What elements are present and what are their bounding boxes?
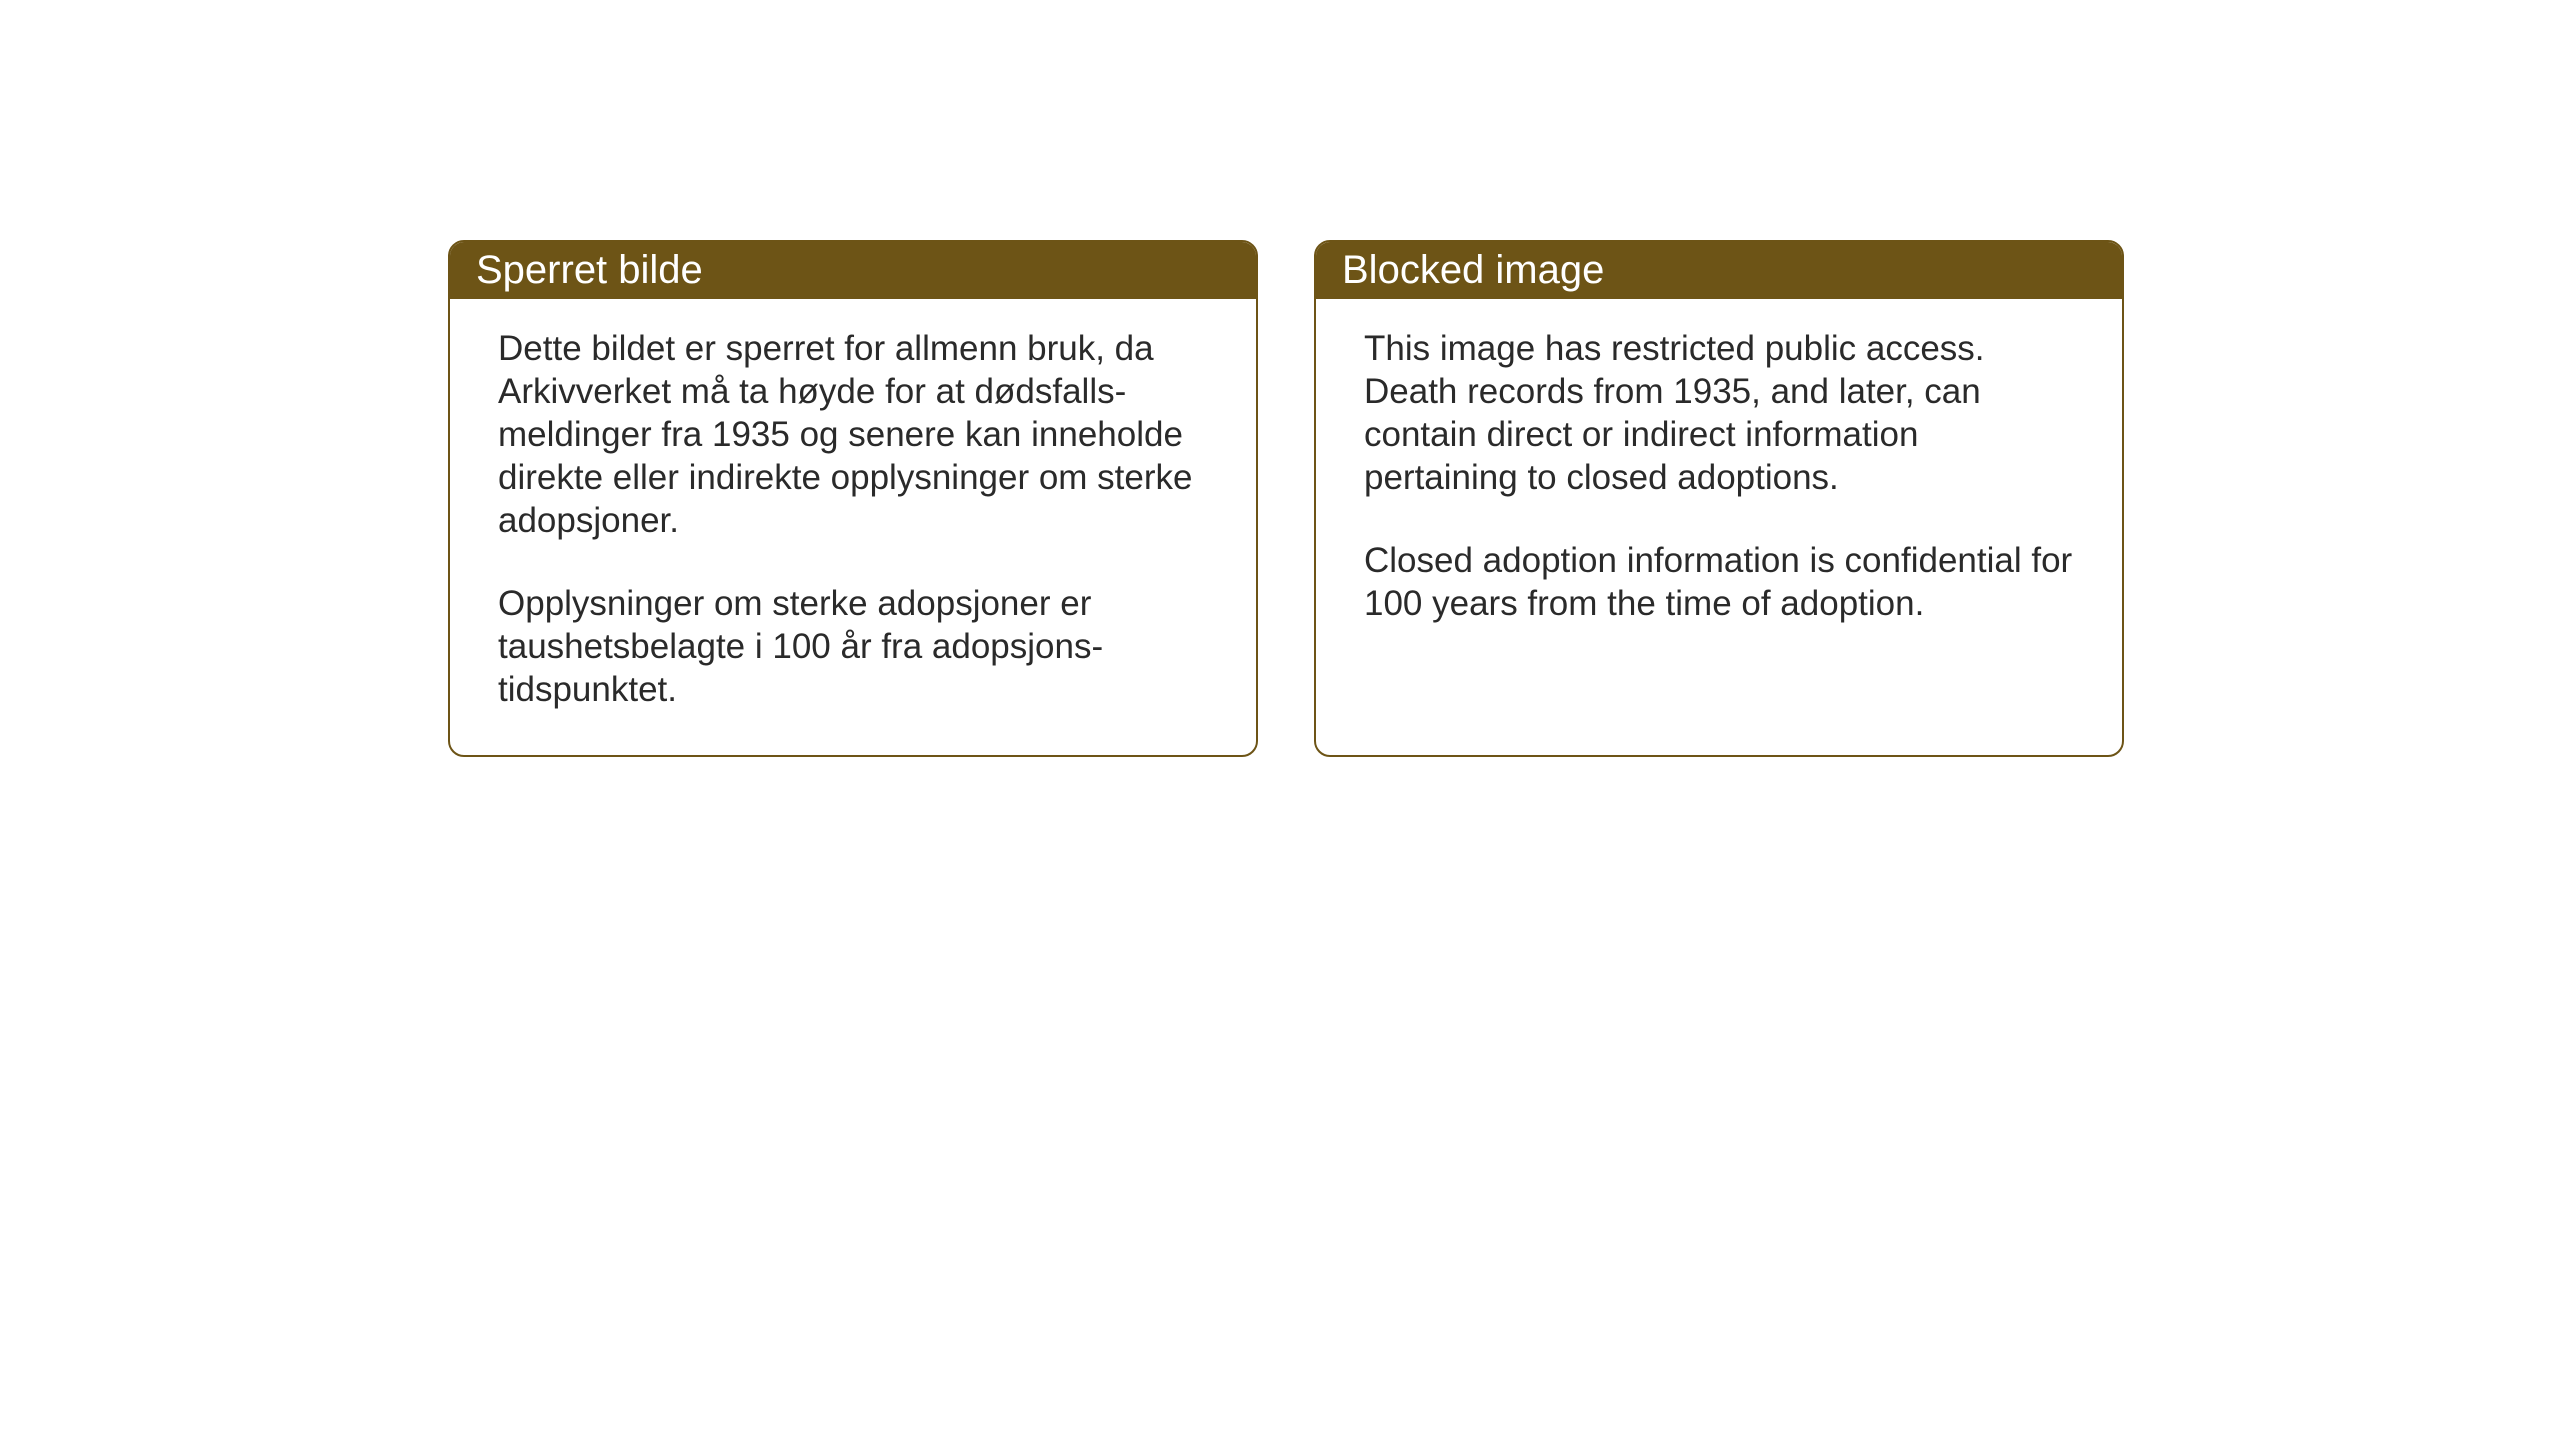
card-paragraph-1-norwegian: Dette bildet er sperret for allmenn bruk… [498,327,1208,542]
card-header-english: Blocked image [1316,242,2122,299]
card-paragraph-2-norwegian: Opplysninger om sterke adopsjoner er tau… [498,582,1208,711]
card-body-english: This image has restricted public access.… [1316,299,2122,669]
card-english: Blocked image This image has restricted … [1314,240,2124,757]
card-title-norwegian: Sperret bilde [476,248,703,292]
card-title-english: Blocked image [1342,248,1604,292]
card-paragraph-2-english: Closed adoption information is confident… [1364,539,2074,625]
card-norwegian: Sperret bilde Dette bildet er sperret fo… [448,240,1258,757]
cards-container: Sperret bilde Dette bildet er sperret fo… [0,0,2560,757]
card-body-norwegian: Dette bildet er sperret for allmenn bruk… [450,299,1256,755]
card-paragraph-1-english: This image has restricted public access.… [1364,327,2074,499]
card-header-norwegian: Sperret bilde [450,242,1256,299]
